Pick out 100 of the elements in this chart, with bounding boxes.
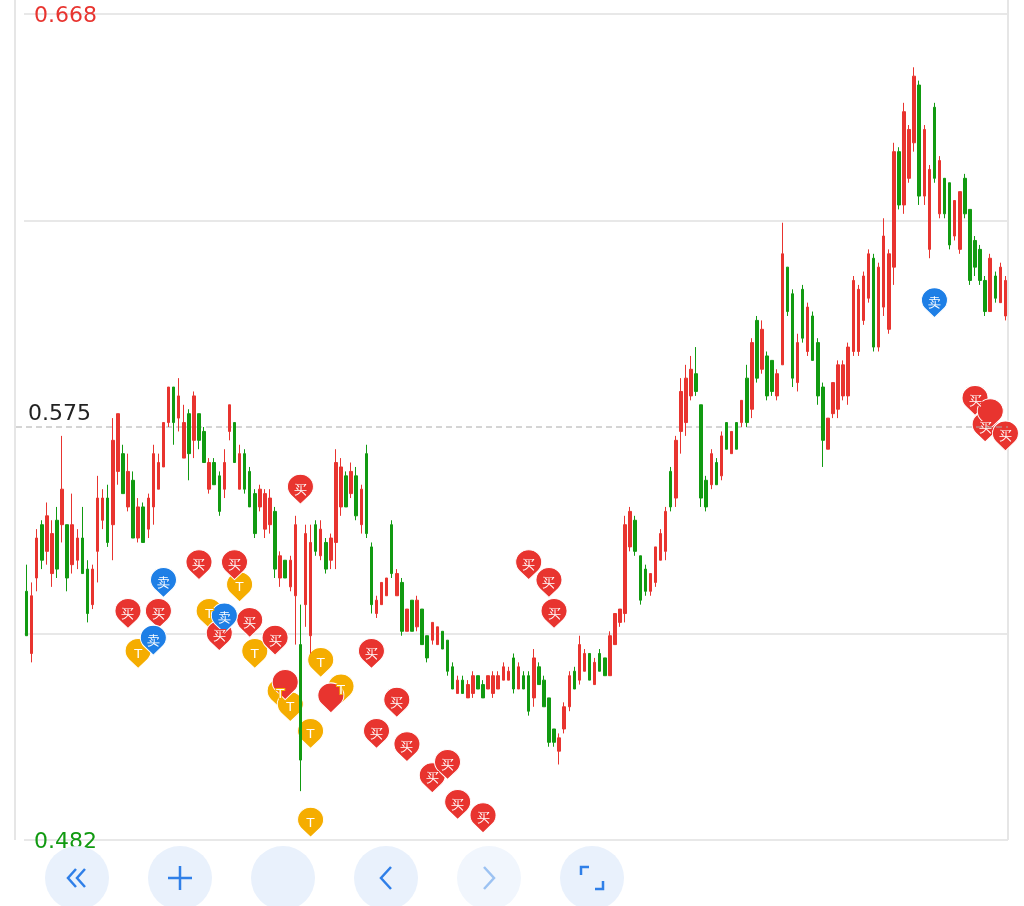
text: T bbox=[250, 645, 259, 661]
candlestick bbox=[162, 422, 165, 468]
candlestick bbox=[654, 546, 657, 588]
candlestick bbox=[182, 404, 186, 459]
candlestick bbox=[674, 435, 678, 508]
candlestick bbox=[126, 453, 130, 512]
candlestick bbox=[456, 675, 459, 694]
candlestick bbox=[882, 217, 885, 317]
text: 卖 bbox=[146, 632, 160, 648]
candlestick bbox=[852, 275, 855, 357]
text: 买 bbox=[293, 481, 307, 497]
candlestick bbox=[380, 581, 383, 606]
candlestick bbox=[517, 661, 520, 690]
candlestick bbox=[451, 661, 454, 690]
candlestick bbox=[319, 519, 322, 561]
candlestick bbox=[710, 448, 713, 490]
text: 买 bbox=[212, 628, 226, 644]
candlestick bbox=[917, 80, 921, 206]
candlestick bbox=[730, 430, 733, 455]
text: 卖 bbox=[217, 610, 231, 626]
text: 买 bbox=[192, 557, 206, 573]
candlestick bbox=[96, 475, 99, 583]
text: 买 bbox=[425, 770, 439, 786]
candlestick bbox=[532, 648, 536, 708]
candlestick bbox=[299, 604, 302, 792]
candlestick bbox=[999, 262, 1002, 304]
candlestick bbox=[461, 675, 464, 694]
candlestick bbox=[233, 422, 236, 464]
text: 买 bbox=[547, 606, 561, 622]
candlestick bbox=[152, 444, 155, 526]
candlestick bbox=[943, 177, 946, 219]
text: 买 bbox=[968, 392, 982, 408]
candlestick bbox=[273, 506, 277, 579]
candlestick bbox=[141, 501, 145, 543]
candlestick bbox=[588, 652, 591, 681]
candlestick bbox=[147, 493, 150, 539]
candlestick bbox=[735, 422, 738, 450]
candlestick bbox=[877, 262, 880, 353]
candlestick bbox=[40, 519, 44, 570]
candlestick bbox=[755, 315, 759, 384]
candlestick bbox=[988, 253, 992, 313]
candlestick bbox=[344, 470, 348, 508]
candlestick bbox=[745, 364, 749, 428]
candlestick bbox=[664, 506, 667, 561]
series-label: 买 bbox=[978, 419, 992, 435]
candlestick bbox=[25, 564, 28, 637]
candlestick bbox=[172, 386, 175, 446]
y-tick-label: 0.668 bbox=[34, 1, 97, 27]
point bbox=[317, 682, 345, 714]
candlestick bbox=[948, 182, 951, 250]
series-label: T bbox=[305, 814, 315, 830]
text: T bbox=[286, 699, 295, 715]
candlestick bbox=[55, 506, 59, 579]
candlestick bbox=[167, 386, 170, 428]
candlestick bbox=[760, 319, 764, 375]
candlestick bbox=[238, 444, 241, 490]
text: T bbox=[316, 654, 325, 670]
candlestick bbox=[136, 497, 140, 543]
candlestick bbox=[283, 559, 287, 579]
candlestick bbox=[354, 466, 358, 521]
text: 买 bbox=[476, 810, 490, 826]
candlestick bbox=[522, 670, 525, 690]
candlestick bbox=[1004, 275, 1007, 321]
text: 买 bbox=[998, 428, 1012, 444]
candlestick bbox=[507, 666, 510, 681]
ref-line-label: 0.575 bbox=[28, 399, 91, 425]
text: T bbox=[134, 645, 143, 661]
text: 买 bbox=[451, 796, 465, 812]
candlestick bbox=[923, 124, 926, 206]
candlestick bbox=[375, 595, 378, 619]
candlestick bbox=[786, 266, 789, 317]
point bbox=[271, 669, 299, 701]
candlestick bbox=[872, 253, 875, 353]
candlestick bbox=[527, 670, 530, 717]
candlestick bbox=[958, 191, 962, 255]
text: 买 bbox=[542, 574, 556, 590]
candlestick bbox=[395, 568, 399, 597]
candlestick bbox=[309, 524, 312, 654]
candlestick bbox=[243, 448, 246, 495]
candlestick bbox=[568, 670, 571, 712]
candlestick bbox=[633, 515, 637, 557]
candlestick bbox=[512, 652, 515, 694]
candlestick bbox=[603, 657, 607, 677]
candlestick bbox=[207, 457, 211, 495]
candlestick bbox=[365, 444, 368, 539]
candlestick bbox=[649, 573, 652, 597]
candlestick bbox=[933, 102, 936, 184]
candlestick bbox=[431, 621, 434, 646]
candlestick bbox=[65, 524, 69, 592]
candlestick bbox=[806, 302, 809, 357]
candlestick bbox=[994, 271, 997, 304]
candlestick bbox=[70, 493, 74, 575]
candlestick bbox=[60, 435, 64, 543]
text: T bbox=[306, 725, 315, 741]
y-tick-label: 0.482 bbox=[34, 827, 97, 853]
candlestick bbox=[81, 506, 84, 575]
candlestick bbox=[349, 462, 353, 499]
text: 买 bbox=[243, 614, 257, 630]
candlestick bbox=[405, 608, 409, 632]
candlestick bbox=[35, 528, 38, 592]
